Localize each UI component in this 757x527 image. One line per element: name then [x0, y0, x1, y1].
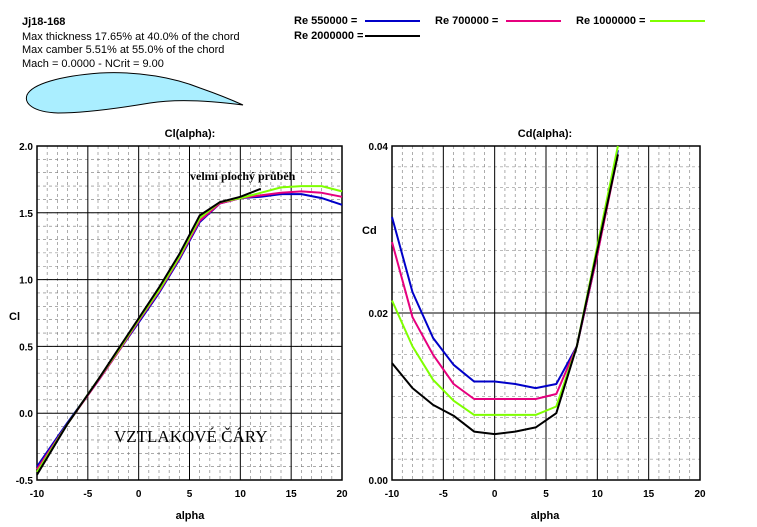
- camber-info: Max camber 5.51% at 55.0% of the chord: [22, 44, 225, 56]
- cd-plot-area: [391, 145, 701, 481]
- series-line-re2000000: [36, 187, 262, 476]
- airfoil-name: Jj18-168: [22, 16, 66, 28]
- x-tick-label: 10: [235, 489, 247, 500]
- cl-series: [36, 185, 343, 476]
- annotation-flat-curve: velmi plochý průběh: [190, 169, 296, 183]
- x-tick-label: 20: [694, 489, 706, 500]
- series-line-re2000000: [391, 154, 619, 436]
- legend-swatch-re550000: [365, 20, 420, 22]
- cd-xlabel: alpha: [531, 510, 561, 522]
- airfoil-shape: [25, 72, 244, 114]
- x-tick-label: 15: [643, 489, 655, 500]
- x-tick-label: -10: [30, 489, 45, 500]
- annotation-lift-curves: VZTLAKOVÉ ČÁRY: [114, 427, 267, 446]
- plot-border: [391, 145, 701, 481]
- x-tick-label: 15: [286, 489, 298, 500]
- y-tick-label: 0.00: [369, 476, 389, 487]
- x-tick-label: 20: [336, 489, 348, 500]
- legend-label-re1000000: Re 1000000 =: [576, 15, 646, 27]
- x-tick-label: -5: [83, 489, 92, 500]
- legend-label-re2000000: Re 2000000 =: [294, 30, 364, 42]
- x-tick-label: 5: [543, 489, 549, 500]
- thickness-info: Max thickness 17.65% at 40.0% of the cho…: [22, 31, 240, 43]
- y-tick-label: 0.04: [369, 142, 389, 153]
- y-tick-label: 1.0: [19, 276, 33, 287]
- y-tick-label: -0.5: [16, 476, 34, 487]
- cl-xlabel: alpha: [176, 510, 206, 522]
- plot-border: [36, 145, 343, 481]
- x-tick-label: -5: [439, 489, 448, 500]
- legend-swatch-re700000: [506, 20, 561, 22]
- cd-title: Cd(alpha):: [518, 128, 572, 140]
- legend-swatch-re1000000: [650, 20, 705, 22]
- y-tick-label: 0.5: [19, 342, 33, 353]
- y-tick-label: 1.5: [19, 209, 33, 220]
- x-tick-label: 10: [592, 489, 604, 500]
- x-tick-label: -10: [385, 489, 400, 500]
- x-tick-label: 0: [136, 489, 142, 500]
- x-tick-label: 0: [492, 489, 498, 500]
- y-tick-label: 2.0: [19, 142, 33, 153]
- legend-swatch-re2000000: [365, 35, 420, 37]
- cd-ticks: -10 -5 0 5 10 15 20 0.00 0.02 0.04: [369, 142, 706, 500]
- cl-ylabel: Cl: [9, 311, 20, 323]
- x-tick-label: 5: [187, 489, 193, 500]
- legend-label-re700000: Re 700000 =: [435, 15, 499, 27]
- mach-info: Mach = 0.0000 - NCrit = 9.00: [22, 58, 164, 70]
- y-tick-label: 0.0: [19, 409, 33, 420]
- cd-series: [391, 145, 619, 436]
- y-tick-label: 0.02: [369, 309, 389, 320]
- cl-title: Cl(alpha):: [165, 128, 216, 140]
- legend-label-re550000: Re 550000 =: [294, 15, 358, 27]
- cd-ylabel: Cd: [362, 225, 377, 237]
- cl-plot-area: [36, 145, 343, 481]
- cl-ticks: -10 -5 0 5 10 15 20 -0.5 0.0 0.5 1.0 1.5 2.0: [16, 142, 348, 500]
